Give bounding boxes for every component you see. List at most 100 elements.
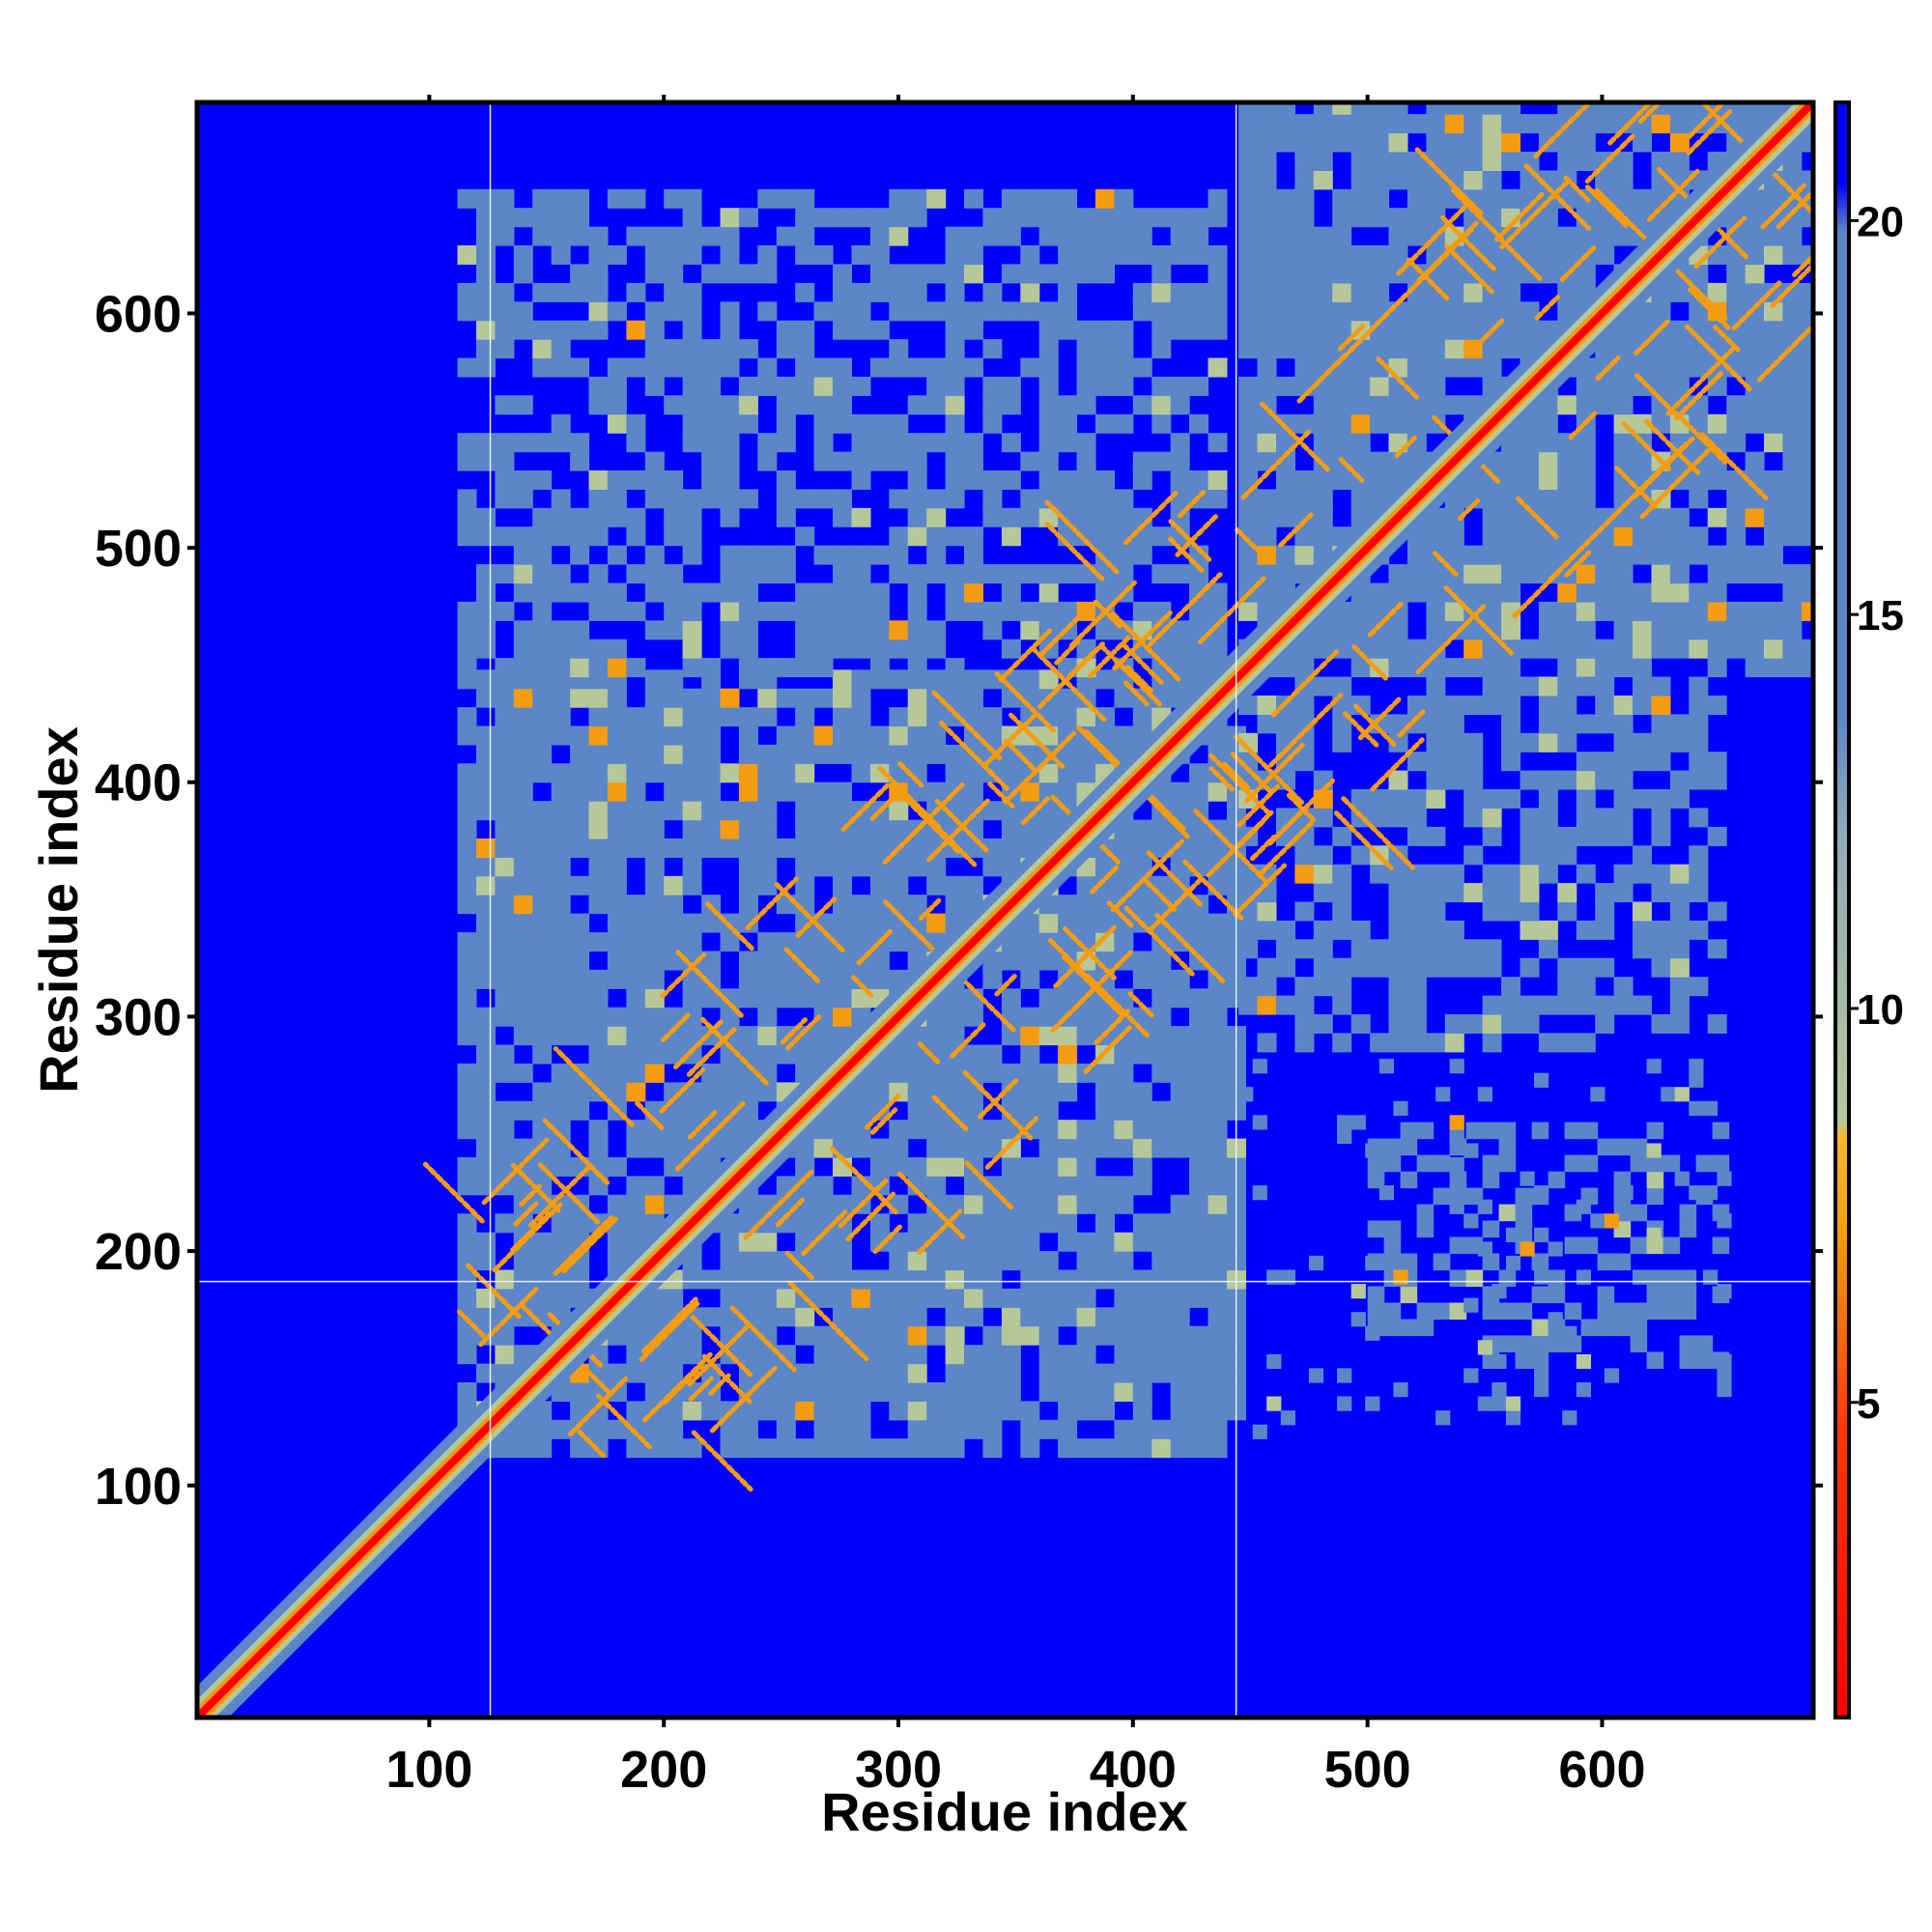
heatmap-cell (1038, 1363, 1059, 1383)
heatmap-cell (1294, 152, 1315, 171)
heatmap-cell (513, 1269, 533, 1290)
heatmap-cell (1538, 639, 1558, 659)
heatmap-cell (720, 801, 740, 821)
heatmap-cell (907, 582, 927, 603)
heatmap-cell (1444, 957, 1464, 978)
heatmap-cell (964, 669, 983, 690)
colorbar-tick-label: 20 (1857, 198, 1904, 245)
heatmap-cell (1058, 489, 1078, 509)
heatmap-cell (1313, 282, 1333, 302)
x-axis-title: Residue index (821, 1781, 1188, 1842)
heatmap-cell (1076, 1007, 1096, 1027)
heatmap-cell (1782, 357, 1803, 378)
heatmap-cell (1595, 170, 1615, 190)
contact-strand (1756, 322, 1813, 383)
heatmap-cell (1613, 752, 1634, 772)
heatmap-cell (588, 763, 609, 783)
heatmap-cell (1679, 1269, 1697, 1288)
heatmap-cell (1501, 132, 1521, 153)
heatmap-cell (851, 819, 871, 839)
heatmap-cell (720, 433, 740, 453)
heatmap-cell (1501, 696, 1521, 715)
heatmap-cell (1726, 433, 1747, 453)
contact-strand (784, 1250, 814, 1280)
heatmap-cell (682, 282, 702, 302)
heatmap-cell (1498, 1138, 1517, 1156)
heatmap-cell (1444, 752, 1464, 772)
heatmap-cell (1189, 1269, 1209, 1290)
heatmap-cell (551, 969, 571, 989)
heatmap-cell (926, 1401, 947, 1421)
heatmap-cell (889, 1307, 909, 1327)
heatmap-cell (1350, 395, 1371, 415)
heatmap-cell (1433, 1154, 1451, 1173)
heatmap-cell (1276, 376, 1295, 396)
heatmap-cell (495, 1120, 515, 1140)
heatmap-cell (851, 1363, 871, 1383)
heatmap-cell (795, 639, 815, 659)
heatmap-cell (664, 1363, 684, 1383)
heatmap-cell (1257, 696, 1277, 715)
heatmap-cell (1132, 470, 1152, 490)
heatmap-cell (588, 1419, 609, 1439)
heatmap-cell (1613, 1138, 1632, 1156)
heatmap-cell (738, 875, 758, 895)
heatmap-cell (926, 1438, 947, 1459)
heatmap-cell (626, 320, 646, 340)
heatmap-cell (1482, 826, 1502, 846)
heatmap-cell (1534, 1185, 1549, 1201)
heatmap-cell (926, 1419, 947, 1439)
heatmap-cell (982, 725, 1003, 746)
heatmap-cell (1538, 208, 1558, 228)
heatmap-cell (1208, 819, 1228, 839)
heatmap-cell (1745, 395, 1765, 415)
heatmap-cell (476, 226, 496, 246)
heatmap-cell (1400, 1319, 1418, 1337)
contact-strand (1548, 507, 1623, 582)
heatmap-cell (644, 895, 665, 915)
heatmap-cell (1038, 357, 1059, 378)
heatmap-cell (1058, 1419, 1078, 1439)
heatmap-cell (551, 413, 571, 434)
heatmap-cell (869, 838, 890, 858)
heatmap-cell (1595, 714, 1615, 734)
heatmap-cell (1520, 826, 1540, 846)
heatmap-cell (1388, 901, 1408, 922)
heatmap-cell (1294, 245, 1315, 265)
heatmap-cell (532, 188, 553, 209)
heatmap-cell (926, 188, 947, 209)
heatmap-cell (626, 1044, 646, 1065)
colorbar-tick-label: 15 (1857, 592, 1904, 639)
heatmap-cell (682, 951, 702, 971)
heatmap-cell (495, 857, 515, 877)
contact-strand (1240, 429, 1312, 500)
heatmap-cell (926, 1194, 947, 1214)
heatmap-cell (813, 1325, 834, 1346)
heatmap-cell (1745, 564, 1765, 584)
contact-strand (1168, 519, 1213, 564)
heatmap-cell (1745, 208, 1765, 228)
heatmap-cell (833, 669, 852, 690)
heatmap-cell (1257, 376, 1277, 396)
heatmap-cell (1426, 732, 1446, 753)
heatmap-cell (1726, 526, 1747, 547)
heatmap-cell (644, 725, 665, 746)
heatmap-cell (738, 744, 758, 764)
heatmap-cell (869, 1363, 890, 1383)
heatmap-cell (738, 208, 758, 228)
heatmap-cell (1257, 357, 1277, 378)
heatmap-cell (1534, 1227, 1549, 1242)
heatmap-cell (551, 1100, 571, 1121)
heatmap-cell (1531, 1286, 1549, 1304)
heatmap-cell (513, 1251, 533, 1271)
heatmap-cell (1170, 913, 1190, 933)
heatmap-cell (1651, 395, 1671, 415)
heatmap-cell (1276, 507, 1295, 527)
heatmap-cell (1189, 1100, 1209, 1121)
heatmap-cell (701, 969, 722, 989)
heatmap-cell (1020, 1176, 1040, 1196)
heatmap-cell (532, 507, 553, 527)
heatmap-cell (1332, 395, 1352, 415)
x-tick-label: 300 (855, 1741, 942, 1799)
heatmap-cell (1350, 282, 1371, 302)
